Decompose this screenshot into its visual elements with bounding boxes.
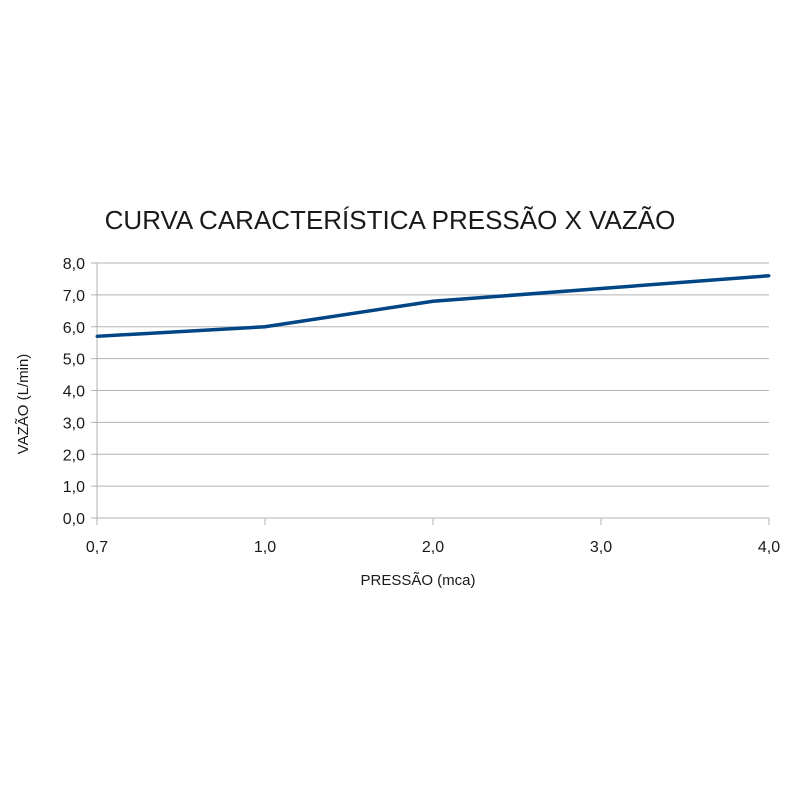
chart-title: CURVA CARACTERÍSTICA PRESSÃO X VAZÃO [105, 205, 676, 235]
y-tick-label: 1,0 [63, 479, 85, 496]
y-tick-label: 6,0 [63, 320, 85, 337]
y-tick-label: 3,0 [63, 415, 85, 432]
x-axis-title: PRESSÃO (mca) [360, 572, 475, 589]
y-tick-label: 8,0 [63, 256, 85, 273]
y-axis-title: VAZÃO (L/min) [15, 354, 32, 455]
x-tick-labels: 0,7 1,0 2,0 3,0 4,0 [86, 539, 780, 556]
x-tick-label: 0,7 [86, 539, 108, 556]
data-point [431, 299, 435, 303]
series-layer [95, 274, 771, 339]
y-tick-label: 2,0 [63, 447, 85, 464]
y-tick-label: 5,0 [63, 352, 85, 369]
data-point [95, 334, 99, 338]
y-tick-labels: 0,0 1,0 2,0 3,0 4,0 5,0 6,0 7,0 8,0 [63, 256, 85, 528]
data-point [767, 274, 771, 278]
data-point [263, 325, 267, 329]
data-point [599, 287, 603, 290]
grid [91, 262, 769, 519]
x-tick-label: 1,0 [254, 539, 276, 556]
x-tick-label: 4,0 [758, 539, 780, 556]
axes [96, 263, 770, 525]
x-tick-label: 2,0 [422, 539, 444, 556]
x-tick-label: 3,0 [590, 539, 612, 556]
y-tick-label: 7,0 [63, 288, 85, 305]
y-tick-label: 4,0 [63, 384, 85, 401]
y-tick-label: 0,0 [63, 511, 85, 528]
